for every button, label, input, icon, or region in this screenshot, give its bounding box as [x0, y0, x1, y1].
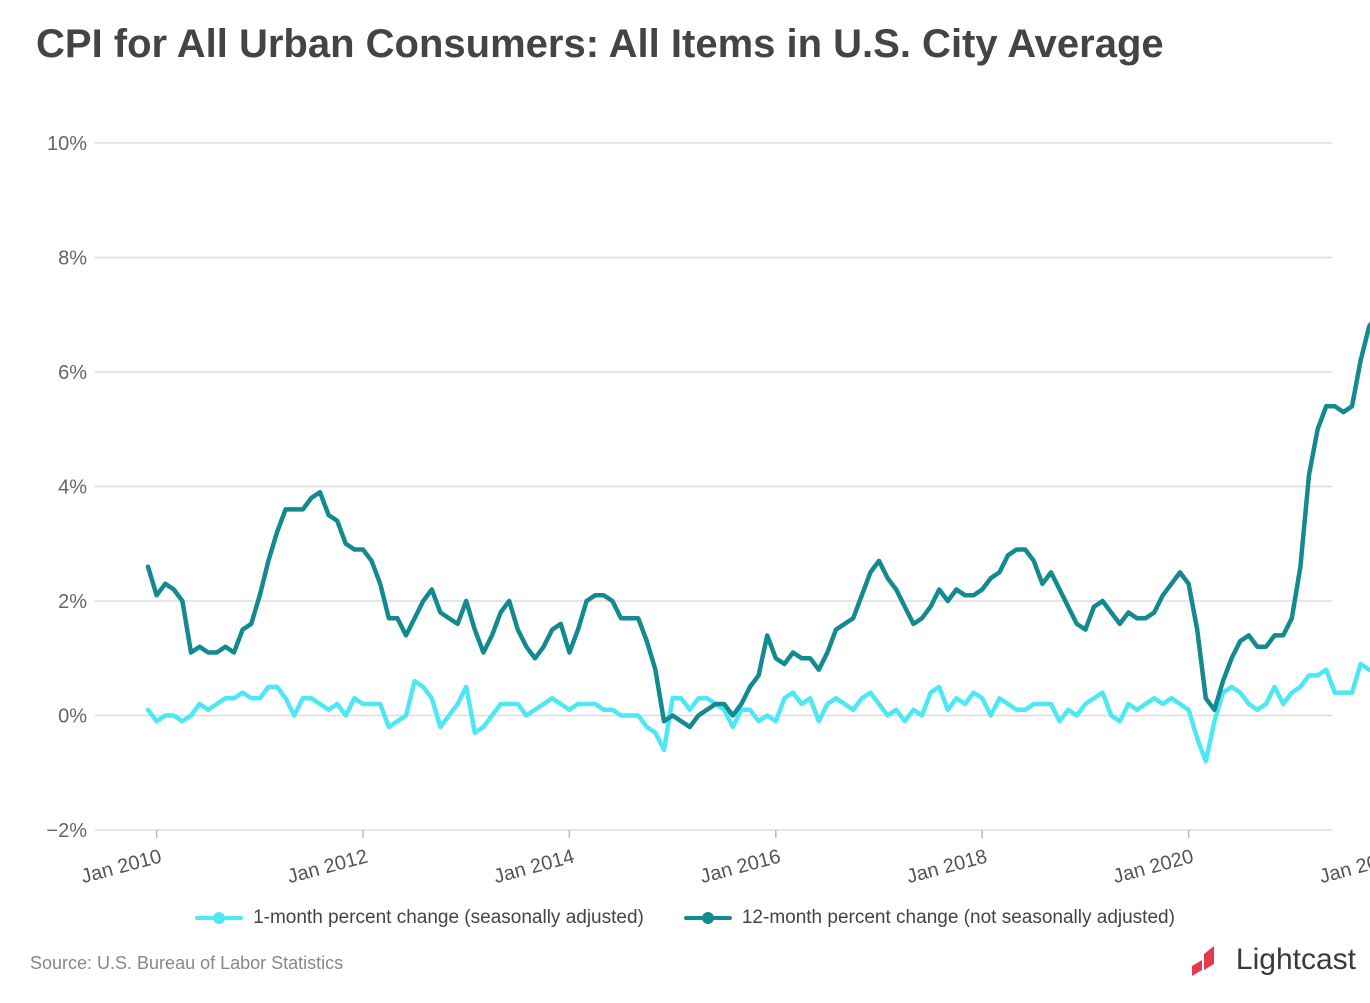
legend-label-12-month: 12-month percent change (not seasonally …: [741, 907, 1175, 928]
y-axis-tick-labels: −2% 0% 2% 4% 6% 8% 10%: [46, 133, 87, 842]
series-line-1-month: [145, 661, 1370, 764]
legend-swatch-12-month: [683, 912, 732, 924]
legend-label-1-month: 1-month percent change (seasonally adjus…: [253, 907, 644, 928]
legend-item-1-month[interactable]: 1-month percent change (seasonally adjus…: [195, 907, 644, 929]
gridlines: [95, 142, 1332, 831]
logo-text: Lightcast: [1235, 943, 1356, 976]
x-tick-label: Jan 2020: [1111, 846, 1196, 889]
y-tick-label: 8%: [58, 248, 87, 270]
x-tick-label: Jan 2010: [79, 846, 164, 889]
y-tick-label: 2%: [58, 591, 87, 613]
lightcast-logo: Lightcast: [1188, 940, 1356, 980]
line-chart: −2%0%2%4%6%8%10% Jan 2010 Jan 2012 Jan 201…: [46, 133, 1370, 889]
x-tick-label: Jan 2014: [492, 846, 577, 889]
y-tick-label: −2%: [46, 820, 87, 842]
lightcast-logo-icon: [1191, 946, 1214, 976]
y-tick-label: 6%: [58, 362, 87, 384]
x-tick-label: Jan 2012: [285, 846, 370, 889]
x-tick-label: Jan 2016: [698, 846, 783, 889]
chart-title: CPI for All Urban Consumers: All Items i…: [36, 22, 1164, 66]
legend-item-12-month[interactable]: 12-month percent change (not seasonally …: [683, 907, 1175, 929]
series-lines: [145, 321, 1370, 764]
y-tick-label: 4%: [58, 477, 87, 499]
legend: 1-month percent change (seasonally adjus…: [0, 907, 1370, 929]
x-axis-ticks: Jan 2010 Jan 2012 Jan 2014 Jan 2016 Jan 2018…: [79, 830, 1370, 889]
y-tick-label: 0%: [58, 706, 87, 728]
legend-swatch-1-month: [195, 912, 244, 924]
series-line-12-month: [145, 321, 1370, 730]
x-tick-label: Jan 2022: [1317, 846, 1370, 889]
x-tick-label: Jan 2018: [904, 846, 989, 889]
source-note: Source: U.S. Bureau of Labor Statistics: [30, 953, 344, 973]
y-tick-label: 10%: [47, 133, 87, 155]
